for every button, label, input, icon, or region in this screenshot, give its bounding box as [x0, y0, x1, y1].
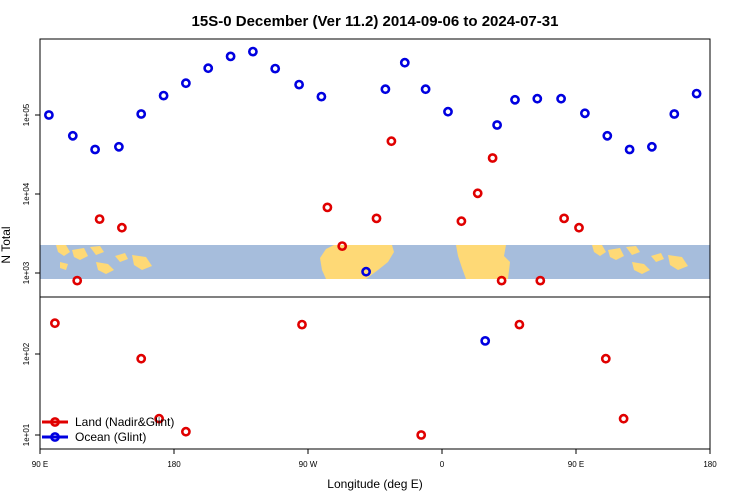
- data-points: [44, 46, 702, 440]
- land-point: [72, 275, 83, 286]
- land-point: [50, 318, 60, 329]
- map-land-australasia-left: [56, 245, 152, 274]
- ocean-point: [647, 141, 657, 152]
- land-point: [514, 319, 525, 330]
- map-land-south-america: [320, 245, 394, 279]
- y-tick-label: 1e+02: [22, 342, 31, 365]
- ocean-point: [136, 109, 147, 119]
- legend-label-land: Land (Nadir&Glint): [75, 415, 174, 429]
- legend-marker-land: [50, 417, 60, 427]
- land-point: [371, 213, 382, 224]
- ocean-point: [624, 144, 635, 155]
- land-point: [559, 213, 569, 224]
- y-axis-title: N Total: [0, 226, 13, 263]
- ocean-point: [580, 108, 590, 119]
- land-point: [618, 413, 629, 424]
- land-point: [600, 353, 611, 364]
- ocean-point: [67, 130, 78, 141]
- x-tick-label: 180: [703, 460, 717, 469]
- ocean-point: [399, 57, 410, 68]
- ocean-point: [480, 335, 491, 346]
- ocean-point: [691, 88, 702, 99]
- ocean-point: [443, 106, 453, 117]
- y-tick-label: 1e+05: [22, 103, 31, 126]
- ocean-point: [532, 93, 543, 104]
- land-point: [416, 430, 427, 440]
- plot-frame: [39, 38, 711, 450]
- x-tick-label: 0: [440, 460, 445, 469]
- ocean-point: [203, 63, 214, 74]
- ocean-point: [602, 130, 613, 141]
- y-tick-label: 1e+04: [22, 182, 31, 205]
- ocean-point: [158, 90, 169, 101]
- x-tick-label: 90 W: [299, 460, 318, 469]
- y-axis: 1e+01 1e+02 1e+03 1e+04 1e+05: [22, 103, 40, 446]
- ocean-point: [669, 109, 680, 119]
- land-point: [574, 222, 584, 233]
- land-point: [496, 275, 507, 286]
- land-point: [297, 319, 307, 330]
- land-point: [322, 202, 333, 213]
- x-tick-label: 90 E: [568, 460, 584, 469]
- ocean-point: [556, 93, 566, 104]
- ocean-point: [316, 91, 327, 102]
- ocean-point: [294, 79, 304, 90]
- land-point: [117, 222, 127, 233]
- legend-label-ocean: Ocean (Glint): [75, 430, 146, 444]
- y-tick-label: 1e+01: [22, 423, 31, 446]
- land-point: [180, 426, 191, 437]
- x-tick-label: 180: [167, 460, 181, 469]
- ocean-point: [510, 94, 520, 105]
- land-point: [535, 275, 546, 286]
- x-axis: 90 E 180 90 W 0 90 E 180: [32, 449, 717, 469]
- ocean-point: [247, 46, 258, 57]
- ocean-point: [225, 51, 236, 62]
- land-point: [154, 413, 164, 424]
- legend-marker-ocean: [50, 432, 60, 442]
- x-axis-title: Longitude (deg E): [327, 477, 422, 491]
- land-point: [136, 353, 147, 364]
- ocean-point: [44, 110, 54, 120]
- land-point: [94, 214, 105, 224]
- ocean-point: [361, 266, 371, 277]
- land-point: [472, 188, 483, 199]
- map-land-australasia-right: [592, 245, 688, 274]
- land-point: [337, 241, 348, 251]
- x-tick-label: 90 E: [32, 460, 48, 469]
- ocean-point: [420, 84, 431, 95]
- ocean-point: [492, 120, 502, 130]
- legend: Land (Nadir&Glint) Ocean (Glint): [42, 415, 174, 444]
- ocean-point: [270, 63, 281, 74]
- land-point: [386, 136, 397, 147]
- ocean-point: [380, 84, 391, 95]
- ocean-point: [114, 141, 124, 152]
- chart-title: 15S-0 December (Ver 11.2) 2014-09-06 to …: [192, 13, 559, 30]
- land-point: [456, 216, 467, 227]
- map-land-africa: [456, 245, 510, 279]
- y-tick-label: 1e+03: [22, 261, 31, 284]
- world-map-band: [40, 245, 710, 279]
- ocean-point: [90, 144, 100, 155]
- land-point: [487, 153, 498, 163]
- ocean-point: [180, 78, 191, 89]
